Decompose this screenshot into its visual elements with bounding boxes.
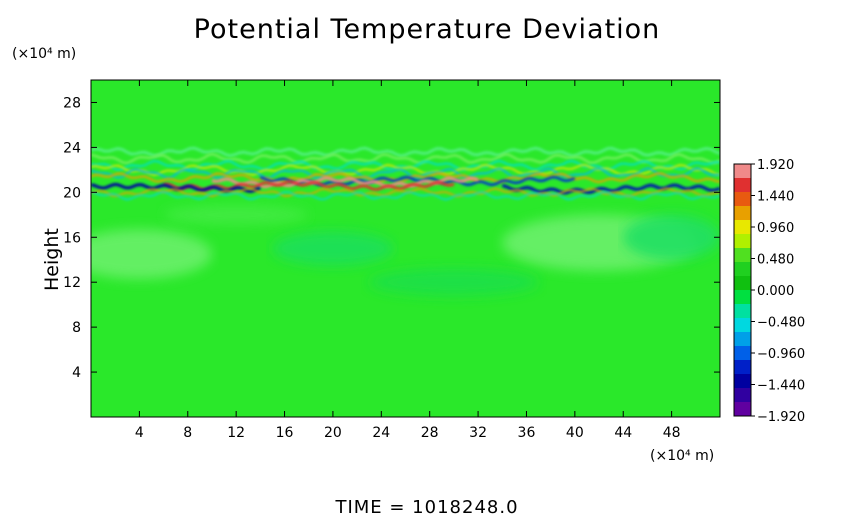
colorbar-label-4: 0.000 [757,284,794,299]
x-tick-label-5: 24 [372,425,390,441]
colorbar-swatch-15 [734,374,751,389]
colorbar-swatch-4 [734,220,751,235]
x-tick-label-8: 36 [518,425,536,441]
x-tick-label-2: 12 [227,425,245,441]
colorbar-label-8: −1.920 [757,410,805,425]
time-label: TIME = 1018248.0 [335,497,519,518]
colorbar-label-1: 1.440 [757,190,794,205]
x-tick-label-4: 20 [324,425,342,441]
x-tick-label-7: 32 [469,425,487,441]
colorbar-swatch-1 [734,178,751,193]
wave-band-2 [91,152,720,165]
colorbar-swatch-11 [734,318,751,333]
y-tick-label-5: 24 [63,140,81,156]
field-region-3 [369,268,539,296]
strong-band-7 [91,187,720,198]
colorbar-swatch-8 [734,276,751,291]
chart-title: Potential Temperature Deviation [193,14,661,45]
field-region-5 [163,205,309,224]
colorbar-swatch-5 [734,234,751,249]
y-tick-label-2: 12 [63,275,81,291]
colorbar-label-0: 1.920 [757,158,794,173]
colorbar-swatch-6 [734,248,751,263]
x-tick-label-10: 44 [614,425,632,441]
colorbar-label-7: −1.440 [757,379,805,394]
y-tick-label-4: 20 [63,185,81,201]
wave-band-4 [91,164,720,176]
colorbar-label-3: 0.480 [757,253,794,268]
x-tick-label-1: 8 [183,425,192,441]
field-region-2 [272,231,394,266]
strong-band-8 [91,191,720,201]
strong-band-6 [502,183,720,195]
x-tick-label-9: 40 [566,425,584,441]
strong-band-1 [91,172,720,184]
plot-frame [90,79,721,418]
wave-band-5 [91,167,720,180]
colorbar-swatch-13 [734,346,751,361]
x-tick-label-0: 4 [135,425,144,441]
y-unit-label: (×10⁴ m) [12,46,77,62]
colorbar-label-5: −0.480 [757,316,805,331]
colorbar-swatch-16 [734,388,751,403]
colorbar-swatch-14 [734,360,751,375]
y-tick-label-1: 8 [72,320,81,336]
colorbar-swatch-12 [734,332,751,347]
wave-band-1 [91,146,720,158]
colorbar-swatch-3 [734,206,751,221]
field-region-4 [623,214,720,260]
field-region-0 [91,229,212,279]
colorbar-label-6: −0.960 [757,347,805,362]
y-tick-label-6: 28 [63,95,81,111]
x-tick-label-11: 48 [663,425,681,441]
y-tick-label-3: 16 [63,230,81,246]
colorbar-swatch-2 [734,192,751,207]
y-tick-label-0: 4 [72,365,81,381]
x-tick-label-3: 16 [276,425,294,441]
colorbar-swatch-0 [734,164,751,179]
x-tick-label-6: 28 [421,425,439,441]
x-unit-label: (×10⁴ m) [650,448,715,464]
colorbar-swatch-7 [734,262,751,277]
colorbar-label-2: 0.960 [757,221,794,236]
colorbar-swatch-9 [734,290,751,305]
colorbar-swatch-10 [734,304,751,319]
colorbar-swatch-17 [734,402,751,417]
wave-band-3 [91,159,720,171]
